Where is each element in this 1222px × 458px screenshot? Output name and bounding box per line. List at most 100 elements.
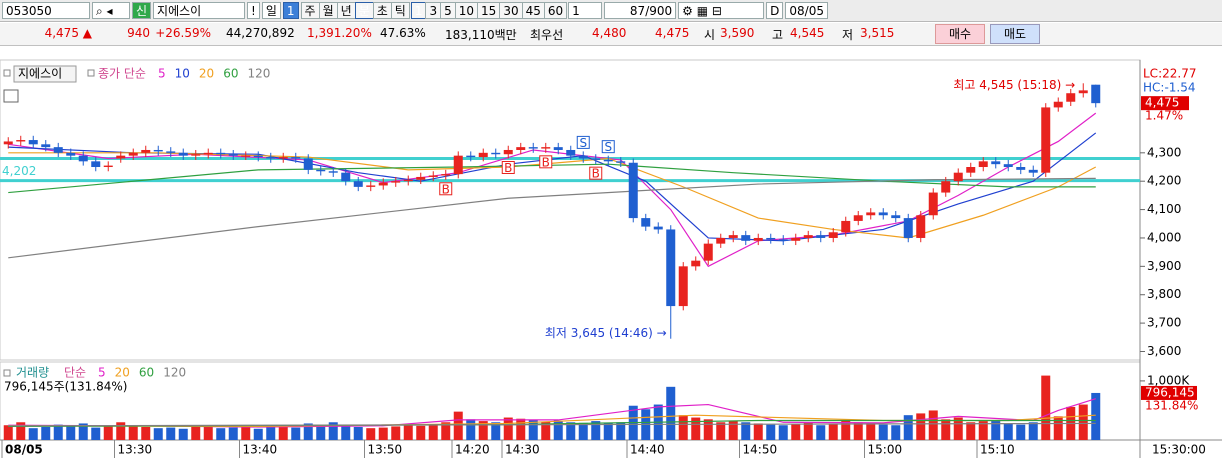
volume-bar — [116, 422, 126, 440]
day-count[interactable]: 1 — [282, 2, 299, 19]
volume-bar — [128, 425, 138, 440]
candle-body — [91, 161, 101, 168]
candle-body — [1091, 84, 1101, 104]
candle-body — [778, 239, 788, 241]
day-button[interactable]: 일 — [261, 2, 281, 19]
signal-box — [576, 135, 590, 149]
change: 940 — [127, 26, 150, 40]
sell-button[interactable]: 매도 — [990, 24, 1040, 44]
candle-body — [503, 149, 513, 155]
date-input[interactable]: 08/05 — [785, 2, 828, 19]
volume-bar — [91, 427, 101, 440]
minute-button[interactable]: 15 — [477, 2, 501, 19]
price-panel — [0, 59, 1141, 361]
legend-item: 120 — [247, 67, 270, 81]
volume-bar — [1091, 392, 1101, 440]
y-tick-label: 3,800 — [1147, 287, 1181, 301]
y-tick-label: 4,300 — [1147, 145, 1181, 159]
volume-bar — [103, 426, 113, 440]
minute-button[interactable]: 1 — [410, 2, 427, 19]
candle-body — [41, 144, 51, 148]
candle-body — [553, 147, 563, 150]
market-badge: 신 — [132, 2, 152, 19]
candle-body — [828, 232, 838, 238]
candle-body — [416, 176, 426, 180]
minute-button[interactable]: 3 — [425, 2, 442, 19]
legend-item: 20 — [115, 366, 130, 380]
period-button[interactable]: 틱 — [390, 2, 410, 19]
candle-body — [78, 155, 88, 162]
time-end: 15:30:00 — [1152, 443, 1206, 457]
candle-body — [916, 215, 926, 238]
minute-button[interactable]: 5 — [440, 2, 456, 19]
legend-item: 60 — [223, 67, 238, 81]
ask: 4,480 — [592, 26, 627, 40]
minute-button[interactable]: 60 — [543, 2, 568, 19]
volume-bar — [891, 425, 901, 440]
period-button[interactable]: 년 — [336, 2, 356, 19]
count-max: /900 — [645, 4, 673, 18]
y-tick-label: 3,700 — [1147, 316, 1181, 330]
reference-label: 4,202 — [2, 164, 36, 178]
d-check[interactable]: D — [766, 2, 784, 19]
volume-bar — [1028, 422, 1038, 440]
candle-body — [1028, 169, 1038, 173]
tools[interactable]: ⚙ ▦ ⊟ — [678, 2, 765, 19]
stock-code[interactable]: 053050 — [2, 2, 90, 19]
volume-bar — [528, 419, 538, 440]
x-tick-label: 15:00 — [868, 443, 903, 457]
legend-item: 10 — [175, 67, 190, 81]
period-button[interactable]: 주 — [300, 2, 320, 19]
volume-bar — [328, 422, 338, 440]
candle-body — [191, 154, 201, 156]
volume-bar — [828, 423, 838, 440]
volume-bar — [966, 422, 976, 440]
period-button[interactable]: 초 — [372, 2, 392, 19]
alert-button[interactable]: ! — [247, 2, 260, 19]
candle-body — [478, 152, 488, 158]
candle-body — [328, 171, 338, 173]
volume-bar — [466, 419, 476, 440]
volume-bar — [78, 423, 88, 440]
candle-body — [603, 159, 613, 162]
volume-bar — [316, 425, 326, 440]
volume-bar — [616, 422, 626, 440]
signal-label: S — [579, 136, 587, 150]
candle-body — [291, 157, 301, 159]
candle-body — [591, 158, 601, 160]
volume-bar — [853, 422, 863, 440]
volume-bar — [16, 422, 26, 440]
volume-bar — [166, 427, 176, 440]
candle-body — [253, 155, 263, 158]
period-button[interactable]: 월 — [318, 2, 338, 19]
x-tick-label: 13:30 — [118, 443, 153, 457]
minute-group: 1 3 5 10 15 30 45 60 — [410, 2, 568, 19]
current-price-box — [1141, 96, 1189, 111]
candle-body — [366, 185, 376, 187]
volume-bar — [141, 427, 151, 440]
signal-box — [539, 155, 553, 169]
candle-body — [641, 218, 651, 227]
table-icon[interactable] — [3, 89, 19, 103]
signal-label: B — [442, 182, 450, 196]
minute-button[interactable]: 45 — [521, 2, 545, 19]
minute-button[interactable]: 30 — [499, 2, 523, 19]
x-tick-label: 13:50 — [368, 443, 403, 457]
period-button[interactable]: 분 — [354, 2, 374, 19]
search-button[interactable]: ⌕ ◂ — [92, 2, 130, 19]
count-input[interactable]: 87/900 — [604, 2, 677, 19]
volume: 44,270,892 — [226, 26, 295, 40]
change-pct: +26.59% — [155, 26, 211, 40]
volume-bar — [928, 410, 938, 440]
legend-ma-label: 종가 단순 — [98, 67, 146, 81]
y-tick-label: 4,000 — [1147, 230, 1181, 244]
candle-body — [791, 237, 801, 241]
buy-button[interactable]: 매수 — [935, 24, 985, 44]
volume-ratio: 131.84% — [1145, 398, 1198, 412]
stock-name[interactable]: 지에스이 — [153, 2, 246, 19]
volume-bar — [428, 424, 438, 440]
volume-bar — [253, 428, 263, 440]
minute-button[interactable]: 10 — [454, 2, 479, 19]
unit-select[interactable]: 1 — [568, 2, 603, 19]
